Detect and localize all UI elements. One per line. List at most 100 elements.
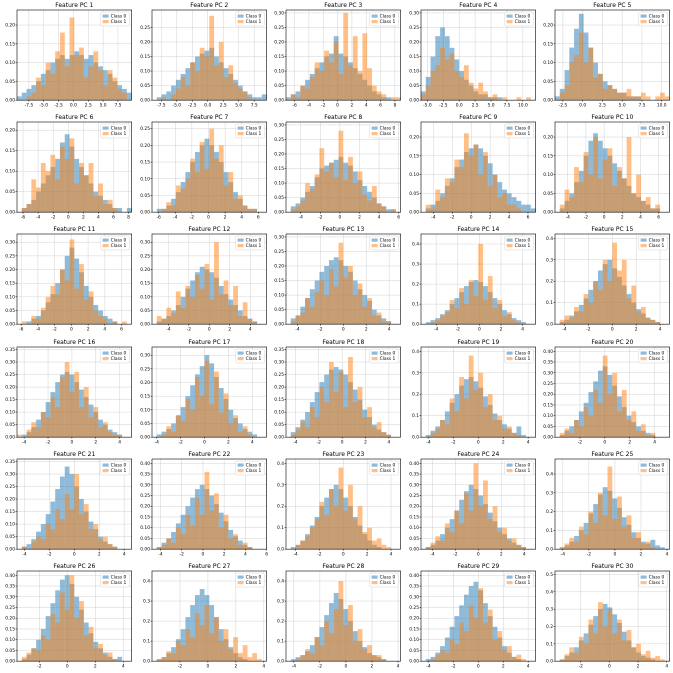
bar-class-1: [338, 467, 344, 549]
bar-class-1: [574, 652, 580, 661]
x-tick-label: -5.0: [172, 103, 181, 109]
bar-class-1: [79, 513, 84, 549]
bar-class-1: [218, 527, 224, 549]
x-tick-label: 4: [507, 215, 510, 221]
bar-class-1: [170, 94, 176, 101]
bar-class-1: [45, 62, 51, 101]
bar-class-1: [300, 421, 306, 437]
bar-class-1: [646, 318, 651, 325]
axes-frame: [151, 458, 267, 550]
y-tick-label: 0.10: [544, 60, 554, 66]
x-tick-label: 6: [256, 215, 259, 221]
bar-class-1: [213, 493, 219, 549]
y-tick-label: 0.05: [140, 536, 150, 542]
bar-class-1: [516, 434, 522, 437]
bar-class-1: [497, 531, 502, 549]
bar-class-0: [208, 362, 214, 437]
y-tick-label: 0.25: [409, 25, 419, 31]
bar-class-0: [170, 85, 176, 101]
y-tick-label: 0.00: [544, 210, 554, 216]
bar-class-1: [482, 91, 488, 101]
x-tick-label: -2: [318, 215, 323, 221]
legend-label-class-1: Class 1: [111, 580, 127, 586]
legend-swatch-class-1: [237, 580, 244, 585]
bar-class-0: [516, 425, 522, 437]
x-tick-label: -4: [563, 327, 568, 333]
bar-class-1: [208, 510, 214, 549]
legend-swatch-class-1: [237, 132, 244, 136]
axes-frame: [285, 234, 402, 325]
y-tick-label: 0.25: [544, 380, 554, 386]
bar-class-1: [26, 204, 32, 213]
y-tick-label: 0.15: [140, 514, 150, 520]
legend-label-class-1: Class 1: [380, 19, 396, 25]
x-tick-label: -2: [186, 327, 191, 333]
y-tick-label: 0.30: [274, 235, 284, 241]
bar-class-1: [102, 319, 108, 325]
bar-class-1: [310, 307, 315, 325]
bar-class-1: [593, 281, 599, 325]
legend-swatch-class-0: [102, 238, 109, 243]
subplot-title: Feature PC 21: [53, 451, 95, 458]
y-tick-label: 0.3: [546, 606, 553, 612]
x-tick-label: -2: [317, 551, 322, 557]
bar-class-1: [362, 416, 368, 437]
bar-class-1: [324, 171, 330, 213]
bar-class-1: [194, 497, 200, 549]
subplot-pc-28: Feature PC 28 0.0 0.1 0.2 0.3 0.4 -4 -2 0 2 4 Class…: [277, 563, 402, 669]
x-tick-label: 4: [378, 215, 381, 221]
subplot-pc-2: Feature PC 2 0.00 0.05 0.10 0.15 0.20 0.25 -7.5…: [140, 2, 267, 109]
bar-class-1: [386, 546, 392, 549]
bar-class-1: [31, 541, 37, 549]
legend-label-class-1: Class 1: [514, 355, 530, 361]
bar-class-1: [396, 97, 401, 101]
bar-class-1: [189, 297, 195, 325]
bar-class-1: [574, 167, 580, 213]
x-tick-label: -2: [177, 663, 182, 669]
bar-class-1: [501, 428, 507, 437]
x-tick-label: 0: [70, 327, 73, 333]
bar-class-1: [367, 68, 373, 101]
y-tick-label: 0.25: [5, 254, 15, 260]
y-tick-label: 0.35: [140, 471, 150, 477]
x-tick-label: -4: [36, 327, 41, 333]
bar-class-1: [305, 535, 311, 549]
y-tick-label: 0.15: [140, 281, 150, 287]
bar-class-1: [338, 130, 344, 213]
subplot-pc-17: Feature PC 17 0.00 0.05 0.10 0.15 0.20 0.25 0.3…: [140, 339, 267, 445]
y-tick-label: 0.3: [143, 598, 150, 604]
bar-class-1: [588, 47, 594, 101]
bar-class-1: [603, 159, 608, 213]
bar-class-1: [112, 77, 118, 101]
bar-class-1: [569, 62, 575, 101]
bar-class-1: [665, 96, 670, 101]
legend-label-class-1: Class 1: [514, 468, 530, 474]
subplot-pc-3: Feature PC 3 0.00 0.05 0.10 0.15 0.20 0.25 0.30…: [274, 2, 402, 109]
bar-class-1: [333, 505, 339, 549]
x-tick-label: 0: [341, 439, 344, 445]
bar-class-1: [454, 71, 459, 101]
bar-class-1: [627, 419, 632, 437]
y-tick-label: 0.30: [409, 594, 419, 600]
bar-class-1: [333, 177, 339, 213]
y-tick-label: 0.20: [274, 384, 284, 390]
bar-class-1: [185, 178, 190, 213]
legend-swatch-class-1: [237, 356, 244, 360]
legend-swatch-class-1: [102, 20, 109, 24]
bar-class-1: [444, 178, 450, 213]
legend-label-class-0: Class 0: [380, 462, 396, 468]
bar-class-1: [617, 496, 623, 549]
bar-class-1: [454, 510, 459, 549]
bar-class-1: [636, 96, 642, 101]
bar-class-1: [237, 88, 243, 101]
bar-class-1: [156, 546, 162, 549]
bar-class-1: [93, 648, 99, 661]
axes-frame: [16, 570, 132, 662]
bar-class-1: [603, 355, 608, 437]
bar-class-1: [79, 600, 84, 661]
bar-class-1: [64, 159, 70, 213]
y-tick-label: 0.25: [5, 605, 15, 611]
bar-class-1: [251, 208, 257, 213]
bar-class-1: [333, 608, 339, 661]
y-tick-label: 0.25: [140, 254, 150, 260]
